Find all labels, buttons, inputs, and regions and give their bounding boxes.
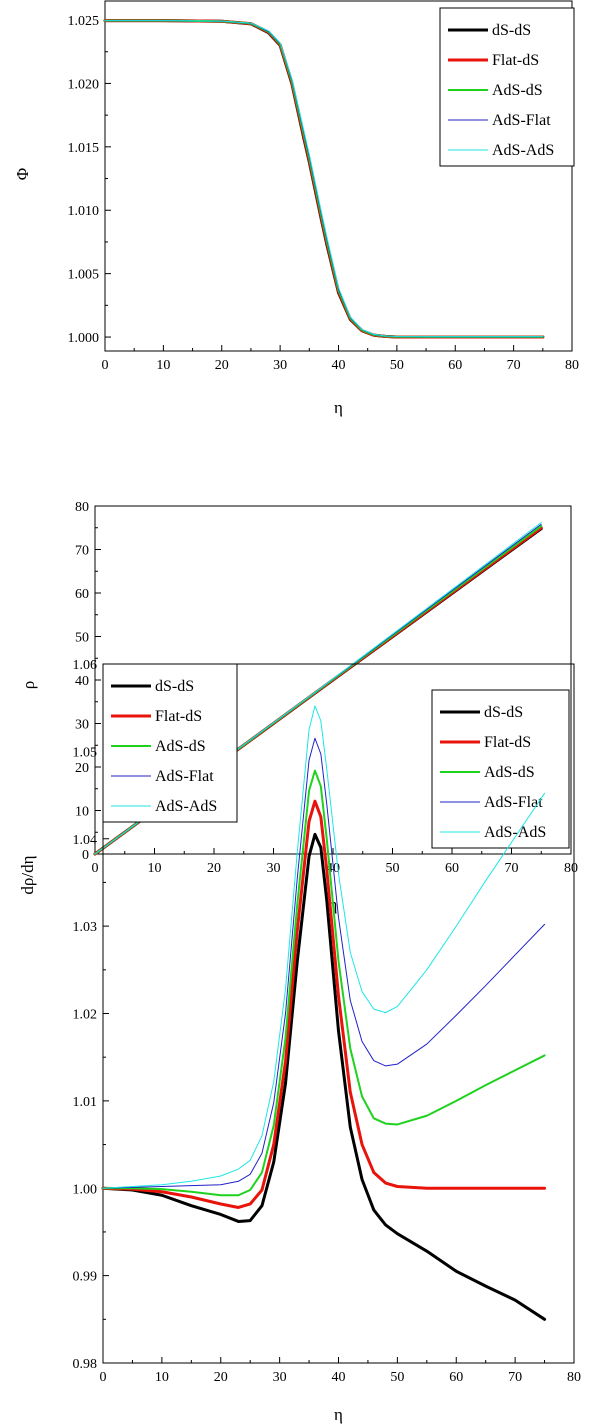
- legend: dS-dS Flat-dS AdS-dS AdS-Flat AdS-AdS: [439, 7, 575, 167]
- series-line-ads-ds: [102, 769, 546, 1197]
- y-tick-label: 1.04: [73, 833, 98, 848]
- legend: dS-dS Flat-dS AdS-dS AdS-Flat AdS-AdS: [102, 663, 238, 823]
- legend-label: dS-dS: [484, 704, 523, 721]
- x-tick-label: 70: [505, 861, 519, 876]
- y-tick-label: 0: [82, 848, 89, 863]
- x-tick-label: 80: [564, 861, 578, 876]
- y-tick-label: 0.99: [73, 1270, 98, 1285]
- y-tick-label: 30: [75, 718, 89, 733]
- x-tick-label: 10: [148, 861, 162, 876]
- series-line-ads-ads: [102, 705, 546, 1189]
- y-tick-label: 1.025: [68, 14, 100, 29]
- y-tick-label: 60: [75, 587, 89, 602]
- x-tick-label: 30: [273, 1370, 287, 1385]
- x-tick-label: 50: [390, 358, 404, 373]
- y-tick-label: 20: [75, 761, 89, 776]
- y-tick-label: 1.015: [68, 141, 100, 156]
- x-tick-label: 80: [567, 1370, 581, 1385]
- y-tick-label: 1.05: [73, 745, 98, 760]
- y-tick-label: 1.03: [73, 920, 98, 935]
- x-tick-label: 70: [507, 358, 521, 373]
- y-tick-label: 1.01: [73, 1095, 98, 1110]
- legend-label: AdS-Flat: [155, 768, 214, 785]
- legend-box: [439, 7, 575, 167]
- x-tick-label: 50: [390, 1370, 404, 1385]
- x-tick-label: 20: [215, 358, 229, 373]
- y-tick-label: 1.020: [68, 77, 100, 92]
- x-tick-label: 80: [565, 358, 579, 373]
- legend: dS-dS Flat-dS AdS-dS AdS-Flat AdS-AdS: [431, 689, 570, 849]
- x-tick-label: 0: [100, 1370, 107, 1385]
- series-line-ads-ads: [104, 20, 544, 338]
- x-tick-label: 0: [102, 358, 109, 373]
- chart-panel-1: 0 10 20 30 40 50 60 70 80 1.000 1.005 1.010 1.015 1.0…: [13, 0, 579, 417]
- legend-label: dS-dS: [492, 22, 531, 39]
- y-axis-label: dρ/dη: [18, 855, 37, 894]
- y-tick-label: 1.010: [68, 204, 100, 219]
- legend-label: Flat-dS: [155, 708, 202, 725]
- legend-label: AdS-AdS: [492, 142, 554, 159]
- x-tick-label: 30: [273, 358, 287, 373]
- legend-label: AdS-dS: [155, 738, 206, 755]
- legend-label: AdS-Flat: [484, 794, 543, 811]
- x-tick-label: 40: [332, 358, 346, 373]
- legend-label: Flat-dS: [484, 734, 531, 751]
- y-tick-label: 50: [75, 631, 89, 646]
- y-tick-label: 0.98: [73, 1357, 98, 1372]
- legend-label: Flat-dS: [492, 52, 539, 69]
- series-line-ads-flat: [102, 737, 546, 1189]
- legend-label: AdS-AdS: [155, 798, 217, 815]
- series-line-flat-ds: [101, 799, 547, 1209]
- legend-label: AdS-dS: [492, 82, 543, 99]
- x-tick-label: 20: [214, 1370, 228, 1385]
- legend-box: [431, 689, 570, 849]
- chart-panel-3: 0 10 20 30 40 50 60 70 80 0.98 0.99 1.00 1.01 1.02 1.0…: [18, 658, 581, 1424]
- y-axis-label: Φ: [13, 168, 32, 180]
- x-tick-label: 60: [445, 861, 459, 876]
- y-tick-label: 10: [75, 805, 89, 820]
- legend-label: AdS-Flat: [492, 112, 551, 129]
- x-tick-label: 40: [332, 1370, 346, 1385]
- legend-label: AdS-AdS: [484, 824, 546, 841]
- x-tick-label: 50: [386, 861, 400, 876]
- y-tick-label: 80: [75, 500, 89, 515]
- y-tick-label: 70: [75, 544, 89, 559]
- x-tick-label: 20: [207, 861, 221, 876]
- y-tick-label: 1.00: [73, 1182, 98, 1197]
- x-axis-label: η: [334, 398, 343, 417]
- legend-label: dS-dS: [155, 678, 194, 695]
- legend-label: AdS-dS: [484, 764, 535, 781]
- y-tick-label: 1.000: [68, 331, 100, 346]
- legend-box: [102, 663, 238, 823]
- x-tick-label: 60: [448, 358, 462, 373]
- series-line-ds-ds: [101, 832, 547, 1321]
- y-tick-label: 1.005: [68, 268, 100, 283]
- x-tick-label: 10: [155, 1370, 169, 1385]
- chart-panel-2: 0 10 20 30 40 50 60 70 8001020304050607080ηρdS-d…: [19, 500, 578, 914]
- y-tick-label: 40: [75, 674, 89, 689]
- y-axis-label: ρ: [19, 681, 38, 689]
- x-tick-label: 60: [449, 1370, 463, 1385]
- x-axis-label: η: [334, 1405, 343, 1424]
- x-tick-label: 0: [92, 861, 99, 876]
- x-tick-label: 10: [156, 358, 170, 373]
- x-tick-label: 70: [508, 1370, 522, 1385]
- x-tick-label: 30: [267, 861, 281, 876]
- y-tick-label: 1.02: [73, 1008, 98, 1023]
- y-tick-label: 1.06: [73, 658, 98, 673]
